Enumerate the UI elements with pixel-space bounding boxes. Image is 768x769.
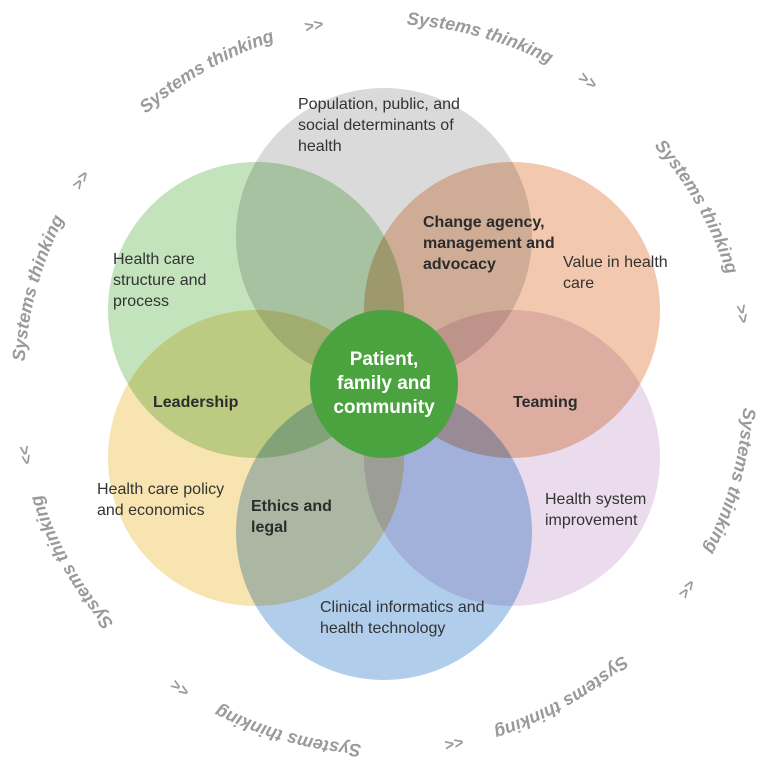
label-teaming: Teaming	[513, 393, 633, 414]
ring-arrow-8: <<	[16, 444, 36, 466]
ring-arrow-3: >>	[575, 69, 600, 94]
label-ethics: Ethics and legal	[251, 497, 351, 539]
label-informat: Clinical informatics and health technolo…	[320, 598, 500, 640]
ring-text-3: Systems thinking	[406, 9, 556, 68]
ring-text-5: Systems thinking	[700, 407, 759, 557]
label-change: Change agency, management and advocacy	[423, 213, 593, 275]
venn-diagram: Systems thinking >> Systems thinking >> …	[0, 0, 768, 769]
label-leader: Leadership	[153, 393, 273, 414]
center-circle: Patient, family and community	[310, 310, 458, 458]
ring-text-6: Systems thinking	[492, 652, 633, 743]
ring-arrow-6: <<	[443, 733, 465, 753]
ring-text-2: Systems thinking	[135, 26, 276, 117]
label-policy: Health care policy and economics	[97, 480, 227, 522]
ring-text-1: Systems thinking	[9, 211, 68, 361]
ring-arrow-5: <<	[674, 576, 699, 601]
ring-arrow-2: >>	[303, 16, 325, 36]
center-label: Patient, family and community	[310, 348, 458, 419]
label-improve: Health system improvement	[545, 490, 685, 532]
ring-arrow-4: >>	[731, 303, 751, 325]
label-pop: Population, public, and social determina…	[298, 95, 498, 157]
ring-arrow-1: >>	[69, 168, 94, 193]
ring-text-7: Systems thinking	[212, 701, 362, 760]
ring-arrow-7: <<	[168, 675, 193, 700]
label-struct: Health care structure and process	[113, 250, 243, 312]
